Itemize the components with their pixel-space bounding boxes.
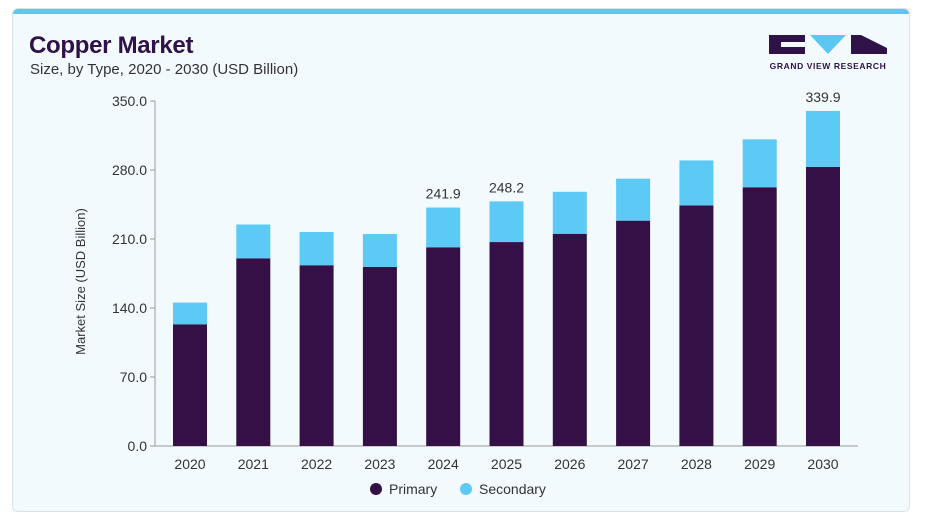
x-tick-label: 2029 [744,456,775,472]
y-tick-label: 350.0 [112,93,147,109]
y-tick-label: 210.0 [112,231,147,247]
chart-card: Copper Market Size, by Type, 2020 - 2030… [12,8,910,512]
bar-secondary-2021 [236,224,271,259]
data-label-2030: 339.9 [805,89,840,105]
bar-secondary-2025 [489,201,524,243]
bar-primary-2030 [806,166,840,447]
bar-secondary-2023 [362,233,397,267]
legend-label-secondary: Secondary [479,481,546,497]
x-tick-label: 2022 [301,456,332,472]
bar-secondary-2020 [173,302,207,325]
y-tick-label: 140.0 [112,300,147,316]
x-tick-label: 2026 [554,456,585,472]
bar-primary-2025 [489,242,524,446]
accent-bar [13,9,909,14]
y-tick-label: 280.0 [112,162,147,178]
bar-primary-2020 [173,324,207,446]
x-tick-label: 2025 [491,456,522,472]
x-tick-label: 2028 [681,456,712,472]
bar-primary-2028 [679,205,714,446]
y-tick-label: 70.0 [120,369,147,385]
bar-secondary-2027 [616,178,651,221]
bar-primary-2027 [616,220,651,446]
x-tick-label: 2020 [174,456,205,472]
bar-primary-2024 [426,247,461,446]
bar-secondary-2028 [679,160,714,206]
legend-label-primary: Primary [389,481,437,497]
stacked-bar-chart: 0.0 70.0 140.0 210.0 280.0 350.0 Market Size (… [73,89,858,497]
bar-secondary-2022 [299,232,334,266]
x-tick-label: 2023 [364,456,395,472]
y-tick-label: 0.0 [128,438,148,454]
x-tick-label: 2024 [428,456,459,472]
x-tick-label: 2027 [618,456,649,472]
logo-text: GRAND VIEW RESEARCH [769,61,887,71]
x-tick-label: 2030 [807,456,838,472]
data-label-2024: 241.9 [426,186,461,202]
x-tick-label: 2021 [238,456,269,472]
bar-secondary-2024 [426,207,461,248]
grand-view-research-logo: GRAND VIEW RESEARCH [763,33,893,77]
bar-primary-2026 [552,233,587,446]
chart-title: Copper Market [29,32,194,59]
bar-primary-2029 [742,187,777,446]
legend-swatch-primary [370,483,382,495]
y-axis-title: Market Size (USD Billion) [73,208,88,355]
bar-secondary-2029 [742,139,777,188]
bar-primary-2022 [299,265,334,446]
bar-primary-2021 [236,258,271,446]
bar-primary-2023 [362,266,397,446]
chart-subtitle: Size, by Type, 2020 - 2030 (USD Billion) [30,61,299,78]
bar-secondary-2030 [806,110,840,167]
legend-swatch-secondary [460,483,472,495]
bar-secondary-2026 [552,191,587,234]
logo-mark-icon [769,35,887,54]
data-label-2025: 248.2 [489,179,524,195]
